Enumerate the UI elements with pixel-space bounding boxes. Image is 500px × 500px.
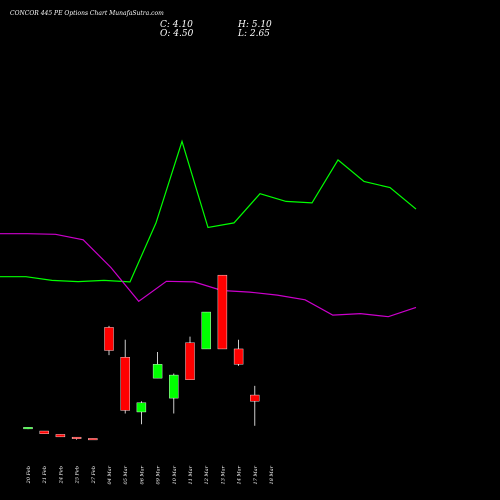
x-tick-label: 12 Mar: [204, 465, 210, 484]
candle: [55, 434, 66, 438]
candle: [217, 274, 228, 350]
candle: [23, 427, 33, 430]
candle-body: [120, 357, 130, 411]
candle: [120, 339, 130, 414]
x-axis-ticks: 20 Feb 21 Feb 24 Feb 25 Feb 27 Feb 04 Mar 05 M…: [26, 465, 275, 484]
candle-body: [233, 348, 244, 365]
candle: [233, 339, 244, 366]
candle-body: [39, 430, 49, 434]
x-tick-label: 24 Feb: [58, 466, 64, 484]
low-value: L: 2.65: [237, 29, 270, 39]
candle-body: [185, 342, 195, 380]
x-tick-label: 09 Mar: [156, 465, 162, 484]
candles: [23, 274, 260, 441]
candle: [39, 430, 49, 434]
candle: [169, 373, 179, 414]
candle-body: [201, 311, 211, 350]
candle-body: [23, 427, 33, 430]
candle: [88, 438, 98, 441]
candle: [185, 336, 195, 380]
x-tick-label: 13 Mar: [220, 465, 226, 484]
candle-body: [250, 394, 260, 402]
candle-body: [71, 436, 82, 439]
chart-title: CONCOR 445 PE Options Chart MunafaSutra.…: [10, 10, 164, 17]
x-tick-label: 27 Feb: [91, 466, 97, 484]
candle-body: [169, 374, 179, 399]
candle-body: [88, 438, 98, 441]
candle-body: [152, 364, 163, 379]
indicator-line-2: [0, 233, 417, 318]
open-value: O: 4.50: [160, 29, 194, 39]
x-tick-label: 04 Mar: [107, 465, 113, 484]
candle: [201, 311, 211, 350]
candle: [71, 436, 82, 440]
x-tick-label: 06 Mar: [139, 465, 145, 484]
x-tick-label: 05 Mar: [123, 465, 129, 484]
candle: [104, 325, 114, 356]
x-tick-label: 25 Feb: [75, 466, 81, 484]
x-tick-label: 20 Feb: [26, 466, 32, 484]
candle: [152, 352, 163, 379]
candle-body: [55, 434, 66, 438]
indicator-lines: [0, 139, 417, 318]
candle: [250, 385, 260, 426]
x-tick-label: 18 Mar: [269, 465, 275, 484]
high-value: H: 5.10: [237, 20, 272, 30]
candle-body: [136, 402, 147, 413]
close-value: C: 4.10: [160, 20, 193, 30]
indicator-line-1: [0, 139, 417, 283]
candle-body: [104, 327, 114, 351]
x-tick-label: 17 Mar: [253, 465, 259, 484]
x-tick-label: 21 Feb: [42, 466, 48, 484]
candle: [136, 401, 147, 425]
candle-body: [217, 274, 228, 350]
x-tick-label: 10 Mar: [172, 465, 178, 484]
x-tick-label: 14 Mar: [237, 465, 243, 484]
x-tick-label: 11 Mar: [188, 465, 194, 484]
